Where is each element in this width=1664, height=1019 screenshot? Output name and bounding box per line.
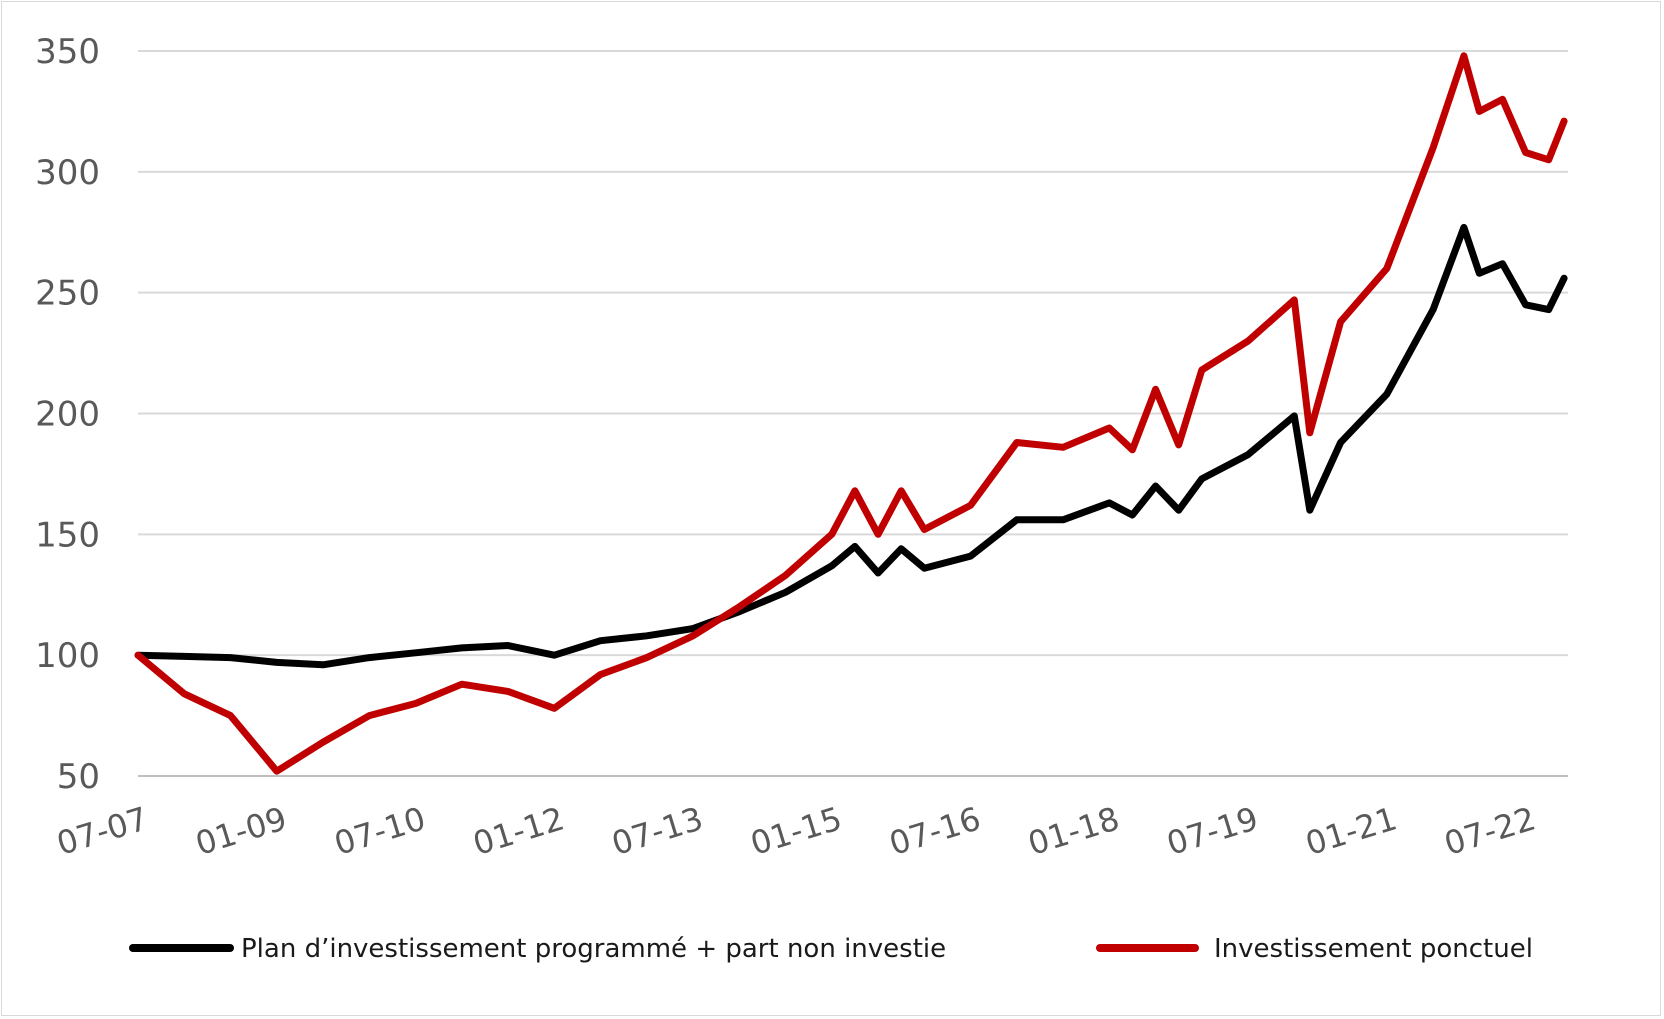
y-tick-label: 150 [35,515,100,555]
x-tick-label: 07-13 [607,799,707,863]
gridlines [138,50,1568,777]
x-tick-label: 07-22 [1440,799,1540,863]
series-lines [134,52,1568,775]
y-tick-label: 300 [35,153,100,193]
y-tick-label: 250 [35,274,100,314]
y-tick-label: 350 [35,32,100,72]
y-tick-label: 50 [57,757,100,797]
y-tick-label: 100 [35,636,100,676]
x-tick-label: 01-21 [1301,799,1401,863]
legend-label-2: Investissement ponctuel [1214,934,1533,964]
x-tick-label: 07-07 [52,799,152,863]
legend-label-1: Plan d’investissement programmé + part n… [241,934,946,964]
x-tick-label: 01-18 [1024,799,1124,863]
y-axis-ticks: 50 100 150 200 250 300 350 [35,32,100,797]
x-tick-label: 01-09 [191,799,291,863]
x-tick-label: 01-15 [746,799,846,863]
x-tick-label: 07-19 [1162,799,1262,863]
x-axis-ticks: 07-07 01-09 07-10 01-12 07-13 01-15 07-16 01-18… [52,799,1540,863]
series-line-1 [134,223,1568,669]
x-tick-label: 07-10 [330,799,430,863]
x-tick-label: 07-16 [885,799,985,863]
legend: Plan d’investissement programmé + part n… [129,934,1533,964]
y-tick-label: 200 [35,395,100,435]
series-line-2 [134,52,1568,775]
x-tick-label: 01-12 [469,799,569,863]
